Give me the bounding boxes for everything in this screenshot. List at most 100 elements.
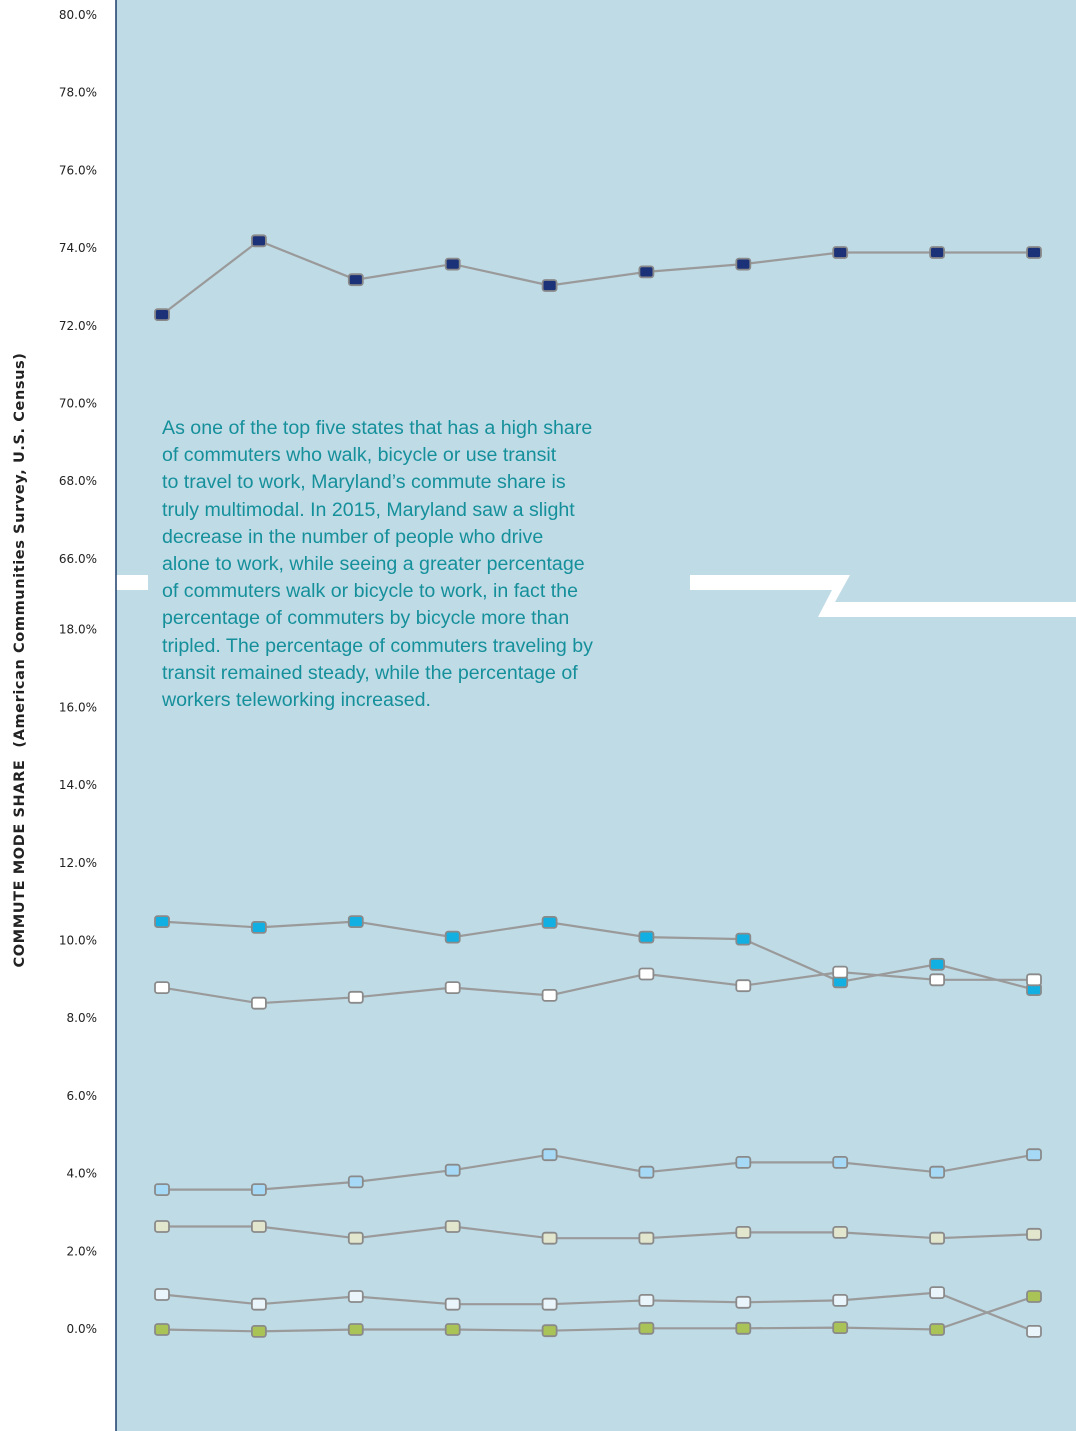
- series-6: [154, 1290, 1042, 1338]
- data-point: [735, 1226, 752, 1239]
- data-point: [735, 1321, 752, 1335]
- data-point: [154, 981, 170, 994]
- data-point: [1026, 1227, 1042, 1241]
- series-layer: [154, 234, 1042, 1338]
- axis-break-band: [116, 575, 1076, 617]
- data-point: [444, 1220, 461, 1233]
- data-point: [347, 1175, 364, 1189]
- data-point: [1026, 1325, 1042, 1338]
- data-point: [929, 1231, 945, 1245]
- series-line: [162, 1225, 1035, 1240]
- annotation-line: percentage of commuters by bicycle more …: [162, 607, 570, 630]
- y-tick-label: 70.0%: [59, 397, 97, 411]
- data-point: [929, 973, 945, 987]
- data-point: [250, 1183, 267, 1196]
- y-tick-label: 14.0%: [59, 778, 97, 792]
- data-point: [347, 273, 364, 287]
- y-tick-label: 80.0%: [59, 8, 97, 22]
- data-point: [444, 257, 461, 271]
- data-point: [347, 915, 364, 928]
- y-tick-label: 68.0%: [59, 474, 97, 488]
- y-tick-label: 6.0%: [67, 1089, 98, 1103]
- data-point: [541, 1148, 558, 1162]
- data-point: [638, 265, 655, 279]
- y-tick-label: 76.0%: [59, 163, 97, 177]
- series-5: [154, 1286, 1042, 1338]
- data-point: [1026, 1148, 1042, 1162]
- series-line: [161, 1291, 1035, 1333]
- series-line: [161, 239, 1034, 316]
- y-tick-label: 8.0%: [67, 1011, 98, 1025]
- y-tick-label: 74.0%: [59, 241, 97, 255]
- data-point: [638, 1321, 655, 1335]
- y-tick-label: 72.0%: [59, 319, 97, 333]
- y-tick-label: 16.0%: [59, 700, 97, 714]
- data-point: [832, 1294, 849, 1307]
- data-point: [154, 915, 170, 928]
- annotation-line: of commuters walk or bicycle to work, in…: [162, 580, 578, 603]
- data-point: [250, 1220, 267, 1233]
- data-point: [250, 1297, 267, 1311]
- data-point: [929, 246, 945, 259]
- data-point: [444, 930, 461, 944]
- annotation-line: As one of the top five states that has a…: [162, 417, 593, 439]
- data-point: [154, 1323, 170, 1336]
- series-line: [161, 970, 1034, 1005]
- y-tick-label: 4.0%: [67, 1167, 98, 1181]
- data-point: [250, 234, 267, 248]
- data-point: [929, 957, 945, 971]
- data-point: [638, 967, 655, 981]
- annotation-line: workers teleworking increased.: [162, 689, 431, 712]
- y-tick-label: 18.0%: [59, 623, 97, 637]
- data-point: [1026, 973, 1042, 987]
- data-point: [541, 1324, 558, 1338]
- data-point: [832, 965, 849, 979]
- series-2: [154, 965, 1042, 1010]
- y-axis-label-source: (American Communities Survey, U.S. Censu…: [12, 353, 28, 748]
- data-point: [444, 981, 461, 994]
- data-point: [638, 930, 655, 944]
- data-point: [154, 1220, 170, 1233]
- series-line: [162, 1153, 1035, 1191]
- series-line: [161, 1295, 1035, 1333]
- data-point: [541, 916, 558, 929]
- data-point: [929, 1323, 945, 1336]
- data-point: [735, 1295, 752, 1309]
- plot-background: [116, 0, 1076, 1431]
- data-point: [832, 246, 849, 259]
- data-point: [347, 1323, 364, 1336]
- series-0: [154, 234, 1042, 322]
- data-point: [347, 990, 364, 1004]
- y-tick-label: 66.0%: [59, 552, 97, 566]
- data-point: [154, 1288, 170, 1301]
- data-point: [541, 1231, 558, 1245]
- data-point: [735, 979, 752, 993]
- annotation-line: alone to work, while seeing a greater pe…: [162, 553, 585, 576]
- data-point: [638, 1231, 655, 1245]
- series-3: [154, 1148, 1042, 1196]
- series-line: [161, 920, 1035, 991]
- data-point: [735, 932, 752, 946]
- y-tick-label: 2.0%: [67, 1244, 98, 1258]
- y-tick-label: 78.0%: [59, 86, 97, 100]
- annotation-line: to travel to work, Maryland’s commute sh…: [162, 471, 566, 494]
- y-axis-label: COMMUTE MODE SHARE (American Communities …: [12, 353, 28, 968]
- data-point: [347, 1231, 364, 1245]
- data-point: [735, 1156, 752, 1169]
- data-point: [250, 996, 267, 1010]
- data-point: [444, 1297, 461, 1311]
- data-point: [541, 1297, 558, 1311]
- annotation-text: As one of the top five states that has a…: [162, 415, 702, 714]
- axis-break-segment: [116, 575, 148, 590]
- data-point: [638, 1294, 655, 1307]
- data-point: [444, 1163, 461, 1177]
- data-point: [347, 1290, 364, 1303]
- series-1: [154, 915, 1042, 996]
- annotation-line: transit remained steady, while the perce…: [162, 661, 578, 684]
- data-point: [832, 1321, 849, 1334]
- annotation-line: tripled. The percentage of commuters tra…: [162, 634, 593, 657]
- data-point: [541, 279, 558, 292]
- y-tick-labels: 80.0% 78.0% 76.0% 74.0% 72.0% 70.0% 68.0% 66.0%…: [59, 8, 97, 1336]
- data-point: [929, 1165, 945, 1179]
